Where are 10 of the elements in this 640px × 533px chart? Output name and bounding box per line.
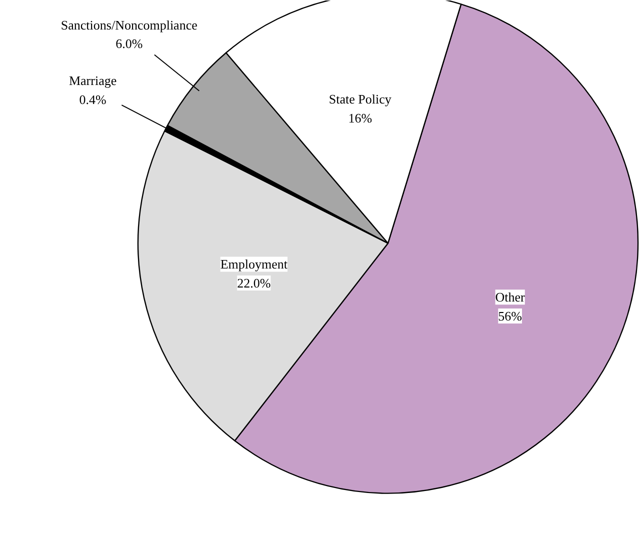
data-label: 22.0%	[237, 276, 271, 291]
slice-label: Marriage	[68, 73, 117, 88]
data-label: 6.0%	[116, 36, 143, 52]
slice-label: Other	[495, 290, 526, 305]
slice-label: Employment	[220, 256, 288, 272]
data-label: 0.4%	[79, 92, 107, 107]
slice-label: State Policy	[328, 92, 392, 107]
data-label: 56%	[498, 308, 522, 324]
data-label: 16%	[348, 110, 372, 126]
slice-label: Sanctions/Noncompliance	[60, 17, 198, 32]
